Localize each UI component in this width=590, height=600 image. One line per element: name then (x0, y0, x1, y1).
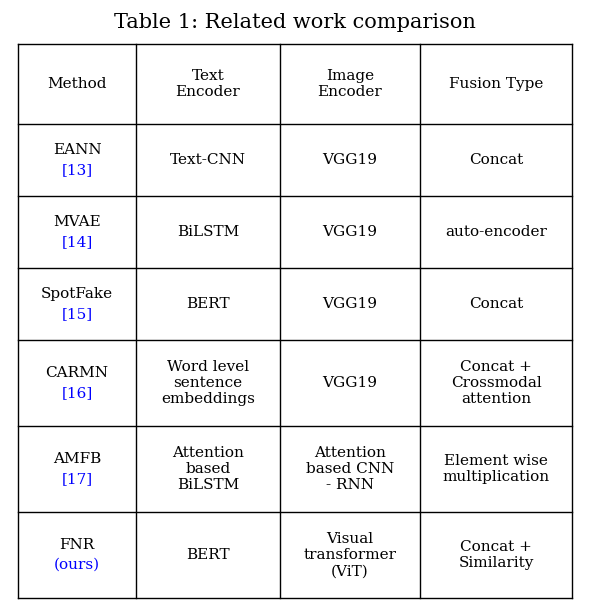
Text: Image
Encoder: Image Encoder (317, 69, 382, 99)
Text: [17]: [17] (61, 472, 93, 486)
Text: (ours): (ours) (54, 558, 100, 572)
Text: Element wise
multiplication: Element wise multiplication (442, 454, 549, 484)
Text: BERT: BERT (186, 297, 230, 311)
Text: MVAE: MVAE (53, 215, 101, 229)
Text: VGG19: VGG19 (323, 376, 378, 390)
Text: Table 1: Related work comparison: Table 1: Related work comparison (114, 13, 476, 31)
Text: Attention
based CNN
- RNN: Attention based CNN - RNN (306, 446, 394, 492)
Text: Fusion Type: Fusion Type (449, 77, 543, 91)
Text: [14]: [14] (61, 235, 93, 249)
Text: auto-encoder: auto-encoder (445, 225, 547, 239)
Text: [13]: [13] (61, 163, 93, 177)
Text: VGG19: VGG19 (323, 297, 378, 311)
Text: [16]: [16] (61, 386, 93, 400)
Text: Concat +
Crossmodal
attention: Concat + Crossmodal attention (451, 360, 542, 406)
Text: FNR: FNR (60, 538, 94, 552)
Text: [15]: [15] (61, 307, 93, 321)
Text: CARMN: CARMN (45, 366, 109, 380)
Text: Text-CNN: Text-CNN (170, 153, 246, 167)
Text: EANN: EANN (53, 143, 101, 157)
Text: AMFB: AMFB (53, 452, 101, 466)
Text: Concat +
Similarity: Concat + Similarity (458, 540, 534, 570)
Text: BERT: BERT (186, 548, 230, 562)
Text: Concat: Concat (469, 297, 523, 311)
Text: Concat: Concat (469, 153, 523, 167)
Text: Visual
transformer
(ViT): Visual transformer (ViT) (303, 532, 396, 578)
Text: SpotFake: SpotFake (41, 287, 113, 301)
Text: Word level
sentence
embeddings: Word level sentence embeddings (161, 360, 255, 406)
Text: VGG19: VGG19 (323, 225, 378, 239)
Text: VGG19: VGG19 (323, 153, 378, 167)
Text: Attention
based
BiLSTM: Attention based BiLSTM (172, 446, 244, 492)
Text: BiLSTM: BiLSTM (177, 225, 239, 239)
Text: Text
Encoder: Text Encoder (176, 69, 240, 99)
Text: Method: Method (47, 77, 107, 91)
